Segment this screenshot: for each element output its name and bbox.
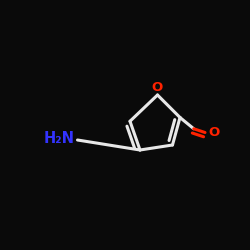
Text: H₂N: H₂N [44, 131, 75, 146]
Text: O: O [209, 126, 220, 139]
Text: O: O [152, 81, 163, 94]
